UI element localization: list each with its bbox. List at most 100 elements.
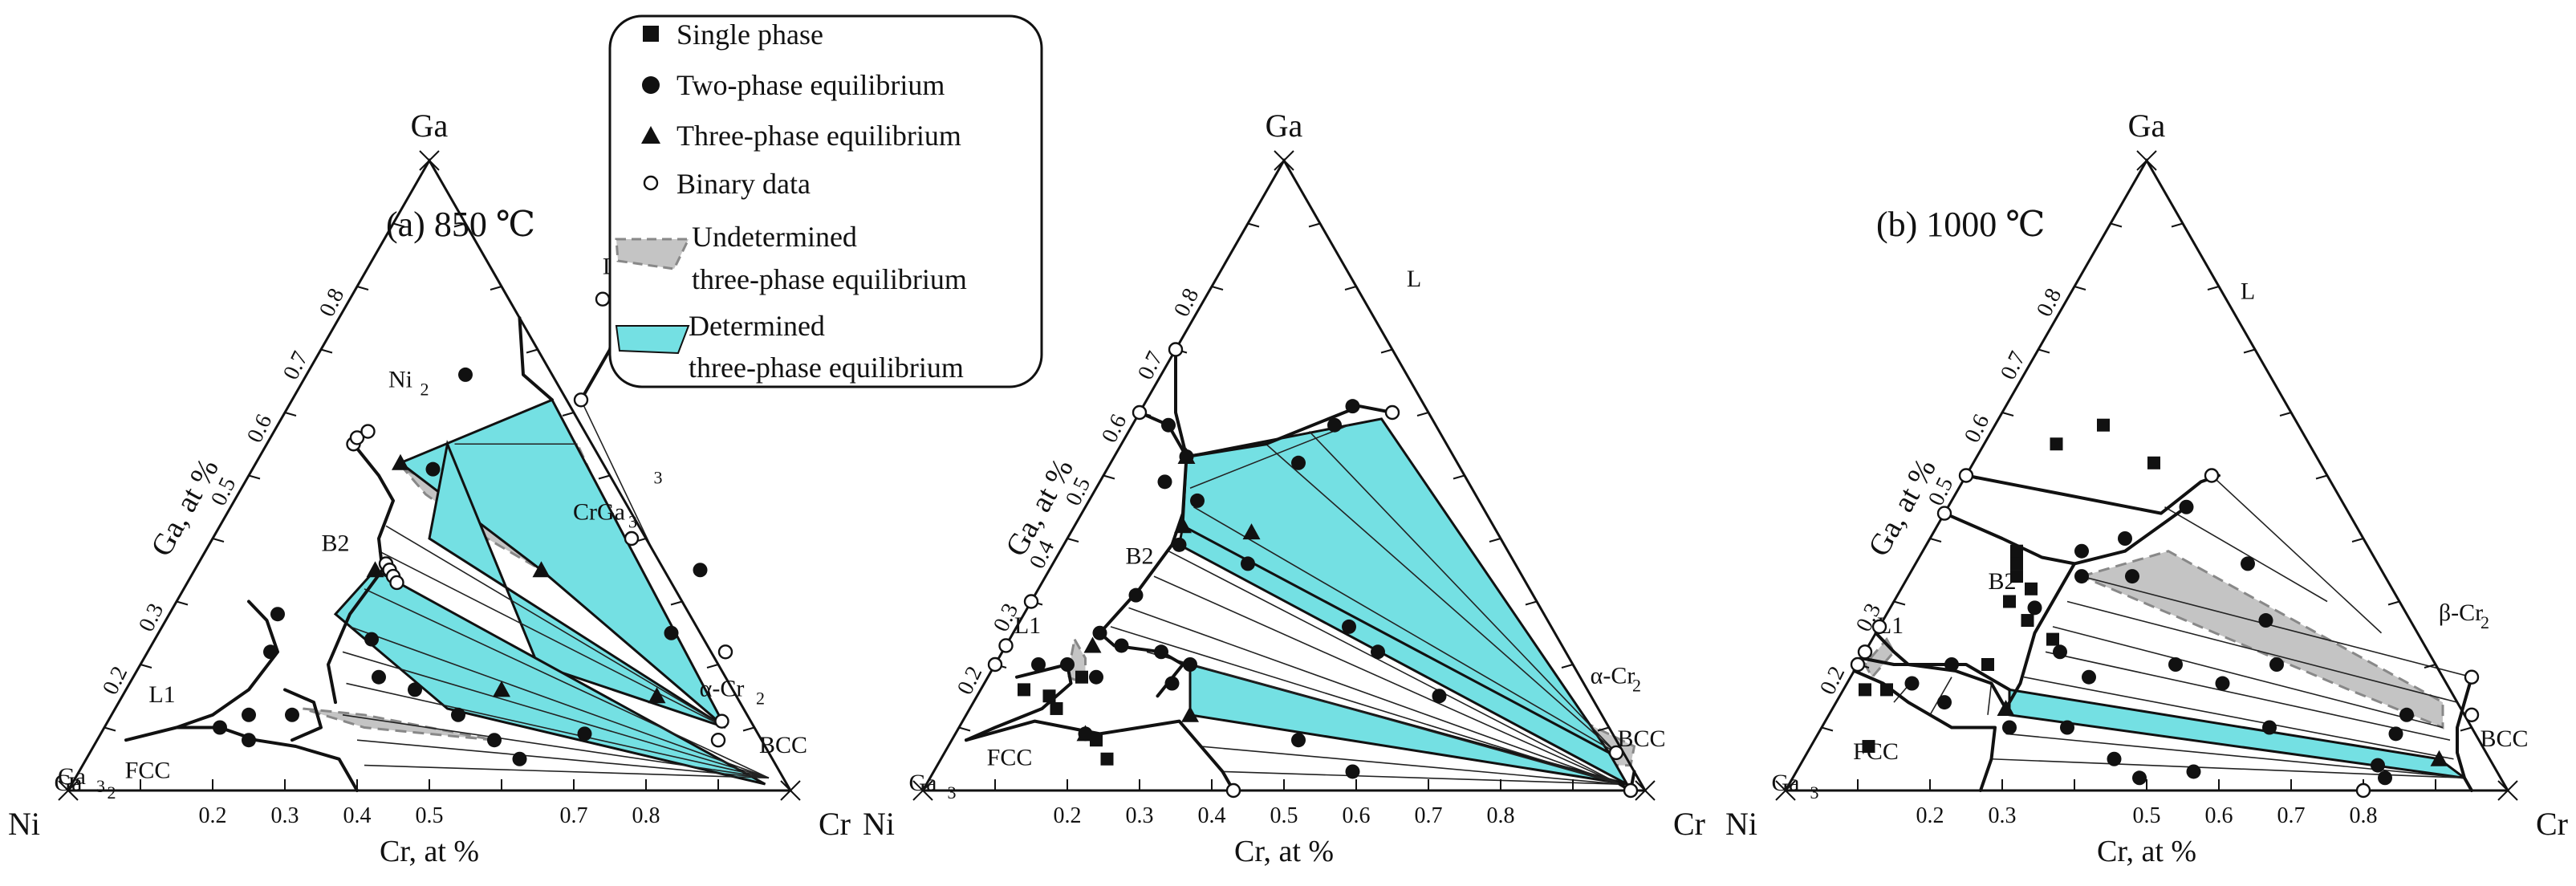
- binary-data-point-4: [1850, 656, 1866, 673]
- two-phase-point-6: [285, 707, 299, 722]
- left-tick-label: 0.7: [1133, 347, 1168, 384]
- single-phase-point-7: [2003, 595, 2016, 608]
- right-tick-7: [526, 348, 538, 354]
- tie-line-7: [342, 714, 770, 779]
- phase-label: L1: [148, 681, 175, 708]
- legend-single-marker: [643, 26, 659, 42]
- binary-data-point-1: [1936, 506, 1952, 521]
- two-phase-point-9: [372, 669, 386, 685]
- apex-mark-cr: [780, 780, 801, 801]
- phase-boundary-3: [175, 599, 279, 730]
- binary-data-point-10: [714, 713, 729, 729]
- axis-label-cr: Cr, at %: [380, 835, 479, 868]
- three-phase-point-0: [1177, 447, 1196, 464]
- bottom-tick-label: 0.5: [2133, 803, 2161, 828]
- apex-mark-ga: [1274, 150, 1294, 171]
- phase-boundary-5: [283, 688, 323, 742]
- right-tick-3: [2387, 600, 2400, 606]
- single-phase-point-2: [2147, 456, 2160, 469]
- tie-line-1: [1929, 677, 1952, 716]
- legend-two-label: Two-phase equilibrium: [677, 69, 945, 101]
- single-phase-point-0: [2050, 437, 2063, 451]
- two-phase-point-1: [425, 461, 441, 477]
- two-phase-point-10: [408, 682, 422, 697]
- two-phase-point-14: [2258, 613, 2273, 628]
- right-tick-2: [2424, 664, 2436, 669]
- tie-line-7: [1201, 746, 1620, 785]
- tie-line-2: [1168, 550, 1620, 785]
- binary-data-point-5: [1384, 404, 1400, 421]
- phase-boundary-4: [965, 719, 1235, 792]
- two-phase-point-4: [1345, 399, 1360, 414]
- subscript-label: 2: [2481, 612, 2489, 632]
- subscript-label: 3: [628, 511, 637, 531]
- tie-line-10: [2164, 506, 2328, 603]
- binary-data-point-6: [389, 575, 404, 591]
- phase-boundary-3: [965, 663, 1073, 742]
- two-phase-point-11: [2168, 657, 2183, 672]
- right-tick-2: [1561, 664, 1574, 669]
- bottom-tick-label: 0.7: [2277, 803, 2306, 828]
- legend-three-marker: [641, 126, 660, 144]
- phase-boundary-2: [1098, 455, 1188, 698]
- two-phase-point-8: [1937, 695, 1952, 710]
- phase-label: BCC: [759, 732, 807, 758]
- two-phase-point-16: [2002, 720, 2017, 735]
- left-tick-8: [2074, 286, 2086, 291]
- two-phase-point-12: [487, 733, 502, 748]
- two-phase-point-5: [1291, 455, 1306, 470]
- two-phase-point-19: [1432, 689, 1447, 704]
- tie-line-6: [1146, 651, 1620, 785]
- two-phase-point-23: [2388, 726, 2403, 742]
- two-phase-point-13: [693, 563, 708, 578]
- two-phase-point-20: [2186, 764, 2201, 779]
- apex-mark-cr: [1635, 780, 1656, 801]
- apex-mark-ga: [2136, 150, 2157, 171]
- bottom-tick-label: 0.5: [416, 803, 444, 828]
- tie-line-5: [1110, 626, 1620, 785]
- two-phase-point-9: [1092, 625, 1107, 640]
- subscript-label: 2: [421, 380, 429, 400]
- single-phase-point-4: [1100, 752, 1114, 766]
- axis-label-ga: Ga, at %: [144, 453, 226, 563]
- compound-label: α-Cr: [1591, 663, 1635, 689]
- legend-single-label: Single phase: [677, 18, 823, 51]
- left-tick-label: 0.6: [1097, 410, 1132, 446]
- single-phase-point-9: [2046, 632, 2059, 646]
- right-tick-8: [2207, 286, 2220, 291]
- tie-line-9: [1308, 430, 1617, 754]
- single-phase-point-1: [1042, 689, 1056, 703]
- right-tick-6: [562, 412, 575, 417]
- three-phase-point-1: [366, 561, 384, 578]
- left-tick-5: [248, 474, 261, 480]
- axis-label-ga: Ga, at %: [1862, 453, 1943, 563]
- tie-line-3: [1153, 575, 1620, 785]
- three-phase-point-1: [2430, 750, 2448, 766]
- right-tick-7: [1380, 348, 1393, 354]
- binary-data-point-5: [2204, 468, 2220, 483]
- two-phase-point-4: [242, 707, 256, 722]
- compound-label: Ga: [1772, 770, 1800, 796]
- binary-data-point-8: [2355, 782, 2371, 799]
- tie-line-10: [1265, 443, 1617, 754]
- phase-boundary-1: [518, 316, 554, 402]
- bottom-tick-label: 0.2: [1916, 803, 1944, 828]
- bottom-tick-label: 0.6: [2205, 803, 2233, 828]
- binary-data-point-7: [624, 530, 640, 547]
- apex-label-ni: Ni: [863, 806, 895, 842]
- single-phase-point-0: [1018, 683, 1030, 697]
- right-tick-2: [706, 664, 719, 669]
- apex-label-cr: Cr: [2536, 806, 2568, 842]
- apex-mark-ni: [58, 780, 79, 801]
- left-tick-9: [392, 222, 405, 228]
- apex-label-cr: Cr: [1673, 806, 1705, 842]
- two-phase-point-2: [2074, 543, 2089, 559]
- compound-label: Ga: [55, 770, 83, 796]
- phase-label: L: [2241, 278, 2255, 305]
- two-phase-point-0: [2179, 499, 2194, 514]
- three-phase-point-4: [493, 681, 510, 697]
- axis-label-cr: Cr, at %: [2097, 835, 2196, 868]
- tie-line-6: [2045, 651, 2451, 741]
- two-phase-point-11: [451, 707, 465, 722]
- right-tick-3: [1525, 600, 1538, 606]
